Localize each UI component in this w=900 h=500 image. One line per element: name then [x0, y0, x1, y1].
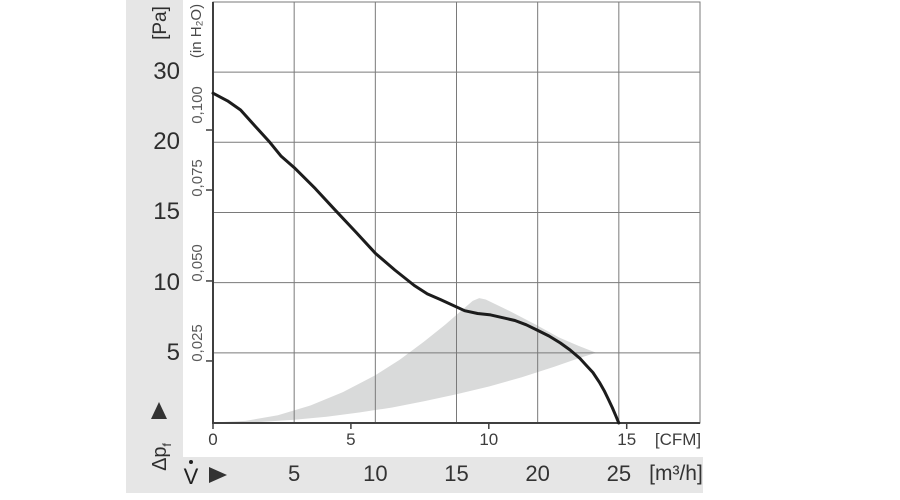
pa-tick-label: 30	[153, 58, 180, 86]
operating-region	[217, 298, 597, 423]
cfm-tick-label: 5	[346, 430, 356, 449]
pa-tick-label: 10	[153, 268, 180, 296]
flow-axis-arrow-icon	[209, 467, 227, 483]
m3h-tick-label: 20	[525, 461, 550, 486]
cfm-unit-label: [CFM]	[654, 430, 702, 449]
flow-symbol-dot-icon	[189, 460, 193, 464]
pa-tick-label: 20	[153, 128, 180, 156]
m3h-tick-label: 5	[288, 461, 301, 486]
m3h-unit-label: [m³/h]	[649, 462, 703, 485]
m3h-tick-label: 15	[444, 461, 469, 486]
cfm-tick-label: 0	[208, 430, 218, 449]
fan-curve	[211, 91, 621, 425]
delta-p-text: Δp	[149, 446, 171, 471]
m3h-tick-label: 25	[606, 461, 632, 486]
inh2o-tick-label: 0,025	[189, 324, 206, 362]
delta-p-subscript: f	[160, 443, 174, 447]
m3h-tick-label: 10	[363, 461, 388, 486]
pa-tick-label: 15	[153, 198, 180, 226]
inh2o-tick-label: 0,100	[189, 86, 206, 124]
flow-axis-symbol: V	[183, 464, 199, 489]
pressure-axis-arrow-icon	[151, 402, 167, 419]
cfm-tick-label: 10	[479, 430, 499, 449]
inh2o-tick-label: 0,075	[189, 159, 206, 197]
pressure-axis-symbol: Δpf	[149, 417, 174, 497]
inh2o-tick-label: 0,050	[189, 244, 206, 282]
pa-tick-label: 5	[166, 338, 180, 366]
cfm-tick-label: 15	[617, 430, 637, 449]
